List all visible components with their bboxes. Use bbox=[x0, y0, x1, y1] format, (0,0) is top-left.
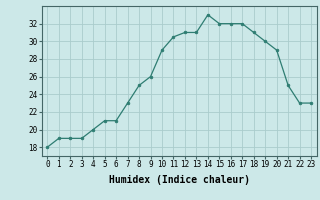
X-axis label: Humidex (Indice chaleur): Humidex (Indice chaleur) bbox=[109, 175, 250, 185]
